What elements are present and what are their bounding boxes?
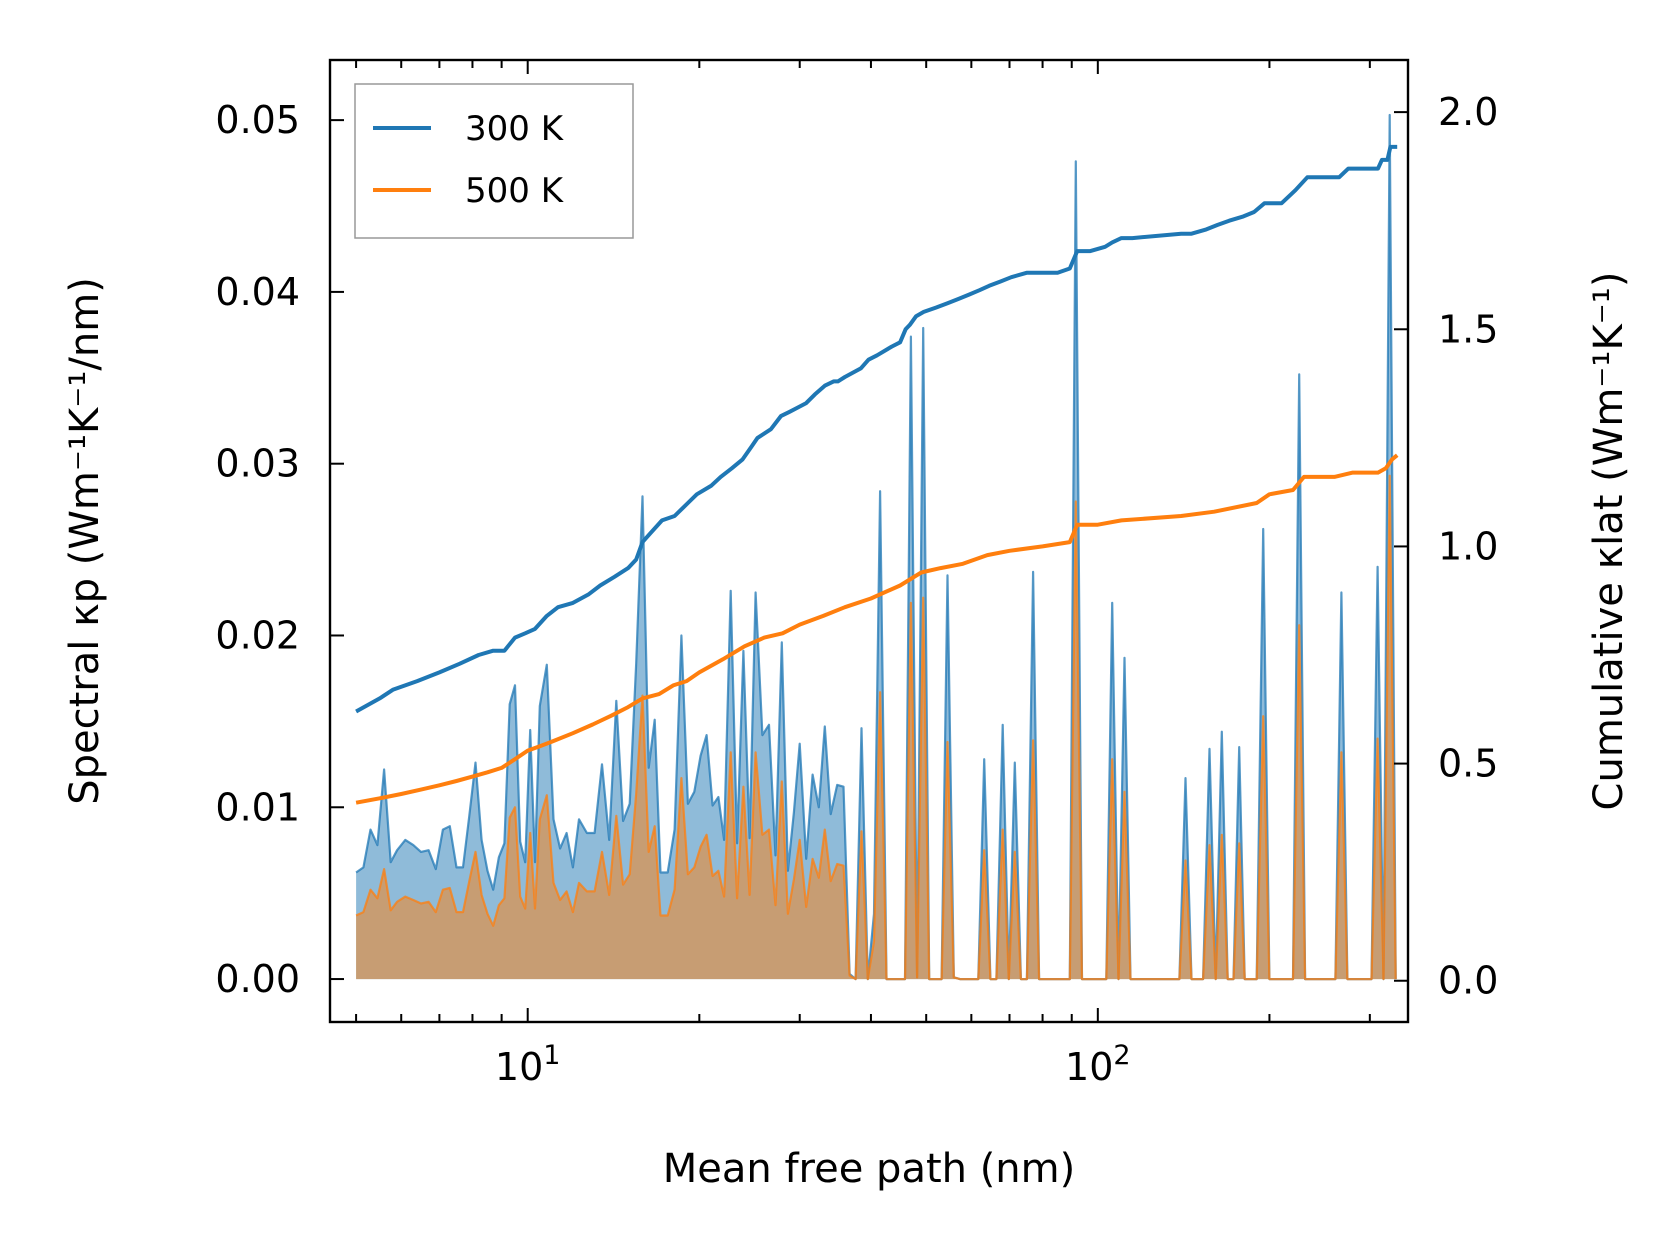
y-left-tick-label: 0.02 [215, 613, 300, 657]
y-right-tick-label: 1.5 [1438, 307, 1498, 351]
y-right-tick-label: 0.5 [1438, 742, 1498, 786]
legend-label-300k: 300 K [465, 109, 565, 149]
x-tick-label: 102 [1065, 1040, 1131, 1089]
spectral-area-500k [356, 475, 1396, 980]
x-ticks: 101 102 [355, 60, 1371, 1089]
y-axis-title-right: Cumulative κlat (Wm⁻¹K⁻¹) [1586, 272, 1632, 811]
y-left-tick-label: 0.05 [215, 98, 300, 142]
y-left-tick-label: 0.03 [215, 442, 300, 486]
legend: 300 K 500 K [354, 83, 634, 239]
spectral-area-300k [356, 115, 1396, 980]
legend-label-500k: 500 K [465, 171, 565, 211]
y-right-tick-label: 1.0 [1438, 524, 1498, 568]
cumulative-line-500k [355, 453, 1399, 805]
x-axis-title: Mean free path (nm) [663, 1146, 1075, 1192]
axes-layer: 101 102 0.00 0.01 0.02 0.03 0.04 0.05 0.0 0.5 1.… [215, 58, 1498, 1089]
legend-box [354, 83, 634, 239]
cumulative-line-300k [355, 144, 1398, 714]
y-ticks-right: 0.0 0.5 1.0 1.5 2.0 [1394, 90, 1498, 1003]
y-axis-title-left: Spectral κp (Wm⁻¹K⁻¹/nm) [62, 277, 108, 805]
y-left-tick-label: 0.00 [215, 957, 300, 1001]
y-left-tick-label: 0.01 [215, 785, 300, 829]
x-tick-label: 101 [495, 1040, 561, 1089]
y-ticks-left: 0.00 0.01 0.02 0.03 0.04 0.05 [215, 98, 344, 1001]
spectral-line-500k [355, 474, 1397, 981]
series-layer [355, 113, 1399, 981]
y-left-tick-label: 0.04 [215, 270, 300, 314]
y-right-tick-label: 0.0 [1438, 959, 1498, 1003]
y-right-tick-label: 2.0 [1438, 90, 1498, 134]
plot-frame [328, 58, 1410, 1024]
